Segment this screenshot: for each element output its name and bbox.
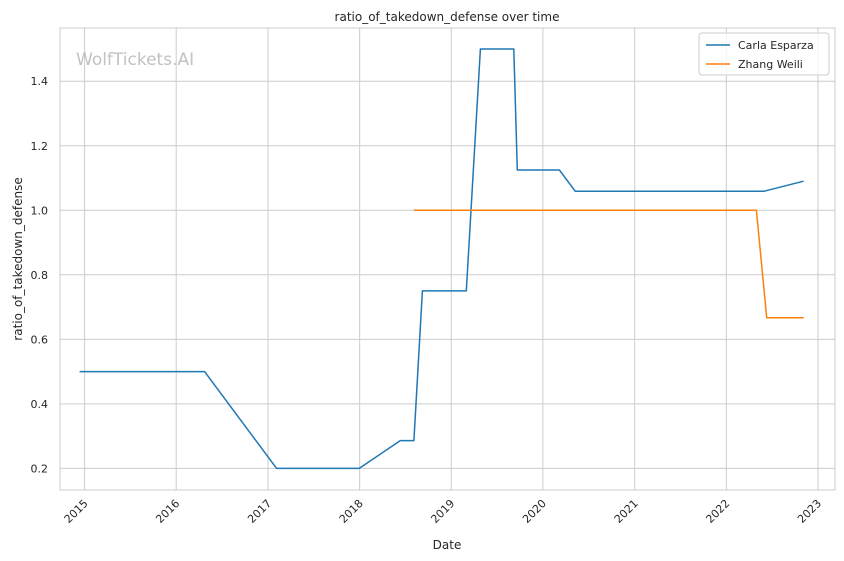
legend-box [698,32,830,76]
legend-label-carla-esparza: Carla Esparza [738,39,814,52]
y-tick-label: 0.4 [31,398,49,411]
watermark: WolfTickets.AI [76,50,194,70]
series-line-carla-esparza [79,48,804,470]
series-line-zhang-weili [413,209,804,319]
x-axis-label: Date [433,538,462,552]
legend-label-zhang-weili: Zhang Weili [738,58,803,71]
y-tick-label: 1.0 [31,204,49,217]
y-tick-label: 0.8 [31,269,49,282]
chart-title: ratio_of_takedown_defense over time [335,10,560,24]
y-tick-labels: 0.2 0.4 0.6 0.8 1.0 1.2 1.4 [31,75,49,475]
y-tick-label: 1.4 [31,75,49,88]
y-tick-label: 1.2 [31,140,49,153]
y-tick-label: 0.2 [31,462,49,475]
series-lines [79,48,804,470]
plot-frame [59,27,836,491]
y-axis-label: ratio_of_takedown_defense [11,177,25,340]
y-tick-label: 0.6 [31,333,49,346]
legend: Carla Esparza Zhang Weili [698,32,830,76]
